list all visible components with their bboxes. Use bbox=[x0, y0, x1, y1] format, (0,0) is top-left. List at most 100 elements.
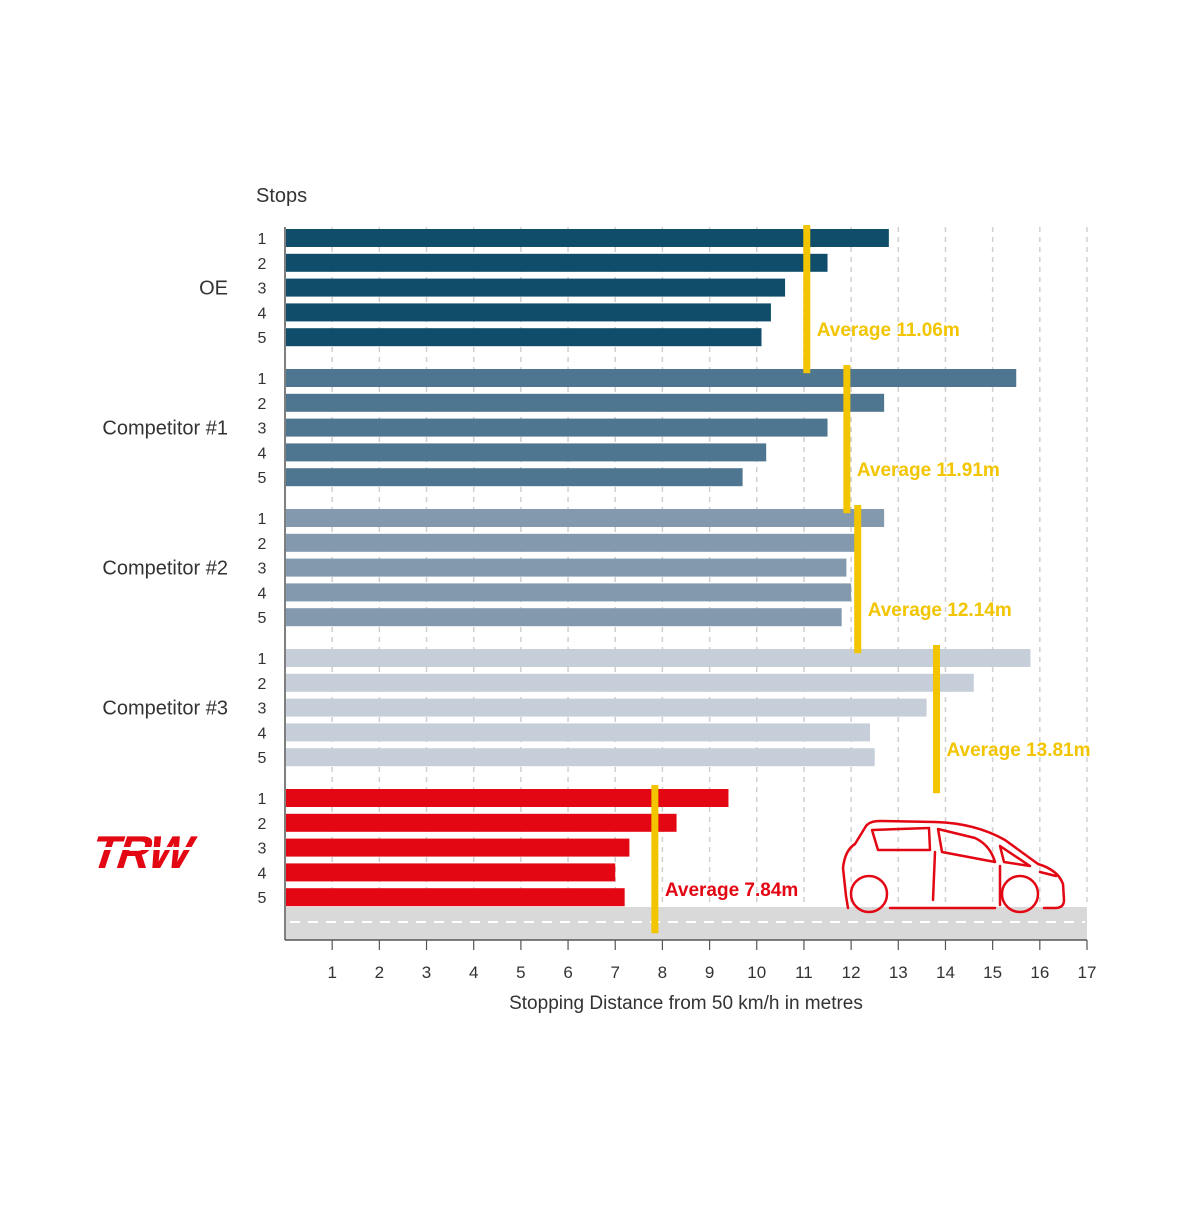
bar bbox=[286, 509, 885, 527]
bar bbox=[286, 558, 847, 577]
stop-label: 1 bbox=[258, 791, 267, 808]
stop-label: 2 bbox=[258, 396, 267, 413]
stop-label: 1 bbox=[258, 371, 267, 388]
average-label: Average 11.91m bbox=[857, 460, 1000, 481]
group-label: Competitor #1 bbox=[102, 418, 228, 440]
bar bbox=[286, 583, 852, 602]
labels: 1 2 3 4 5 OE Average 11.06m 1 2 3 4 5 Competitor #1 A… bbox=[102, 231, 1090, 907]
x-tick-label: 12 bbox=[842, 963, 861, 982]
x-tick-label: 13 bbox=[889, 963, 908, 982]
average-line bbox=[843, 365, 851, 514]
group-label: Competitor #3 bbox=[102, 698, 228, 720]
bar bbox=[286, 328, 762, 347]
x-tick-label: 4 bbox=[469, 963, 478, 982]
x-tick-label: 1 bbox=[327, 963, 336, 982]
stop-label: 5 bbox=[258, 890, 267, 907]
x-tick-label: 16 bbox=[1030, 963, 1049, 982]
x-tick-label: 15 bbox=[983, 963, 1002, 982]
car-body bbox=[841, 819, 1066, 910]
car-headlight bbox=[1038, 870, 1058, 878]
bar bbox=[286, 278, 786, 297]
bar bbox=[286, 863, 616, 882]
bar bbox=[286, 468, 743, 487]
bar bbox=[286, 673, 974, 692]
stop-label: 4 bbox=[258, 865, 267, 882]
bar bbox=[286, 813, 677, 832]
bar bbox=[286, 723, 870, 742]
bar bbox=[286, 369, 1017, 387]
bar bbox=[286, 443, 767, 462]
bar bbox=[286, 698, 927, 717]
trw-logo: TRW bbox=[84, 827, 223, 879]
car-wheel-rear bbox=[1000, 874, 1040, 914]
bar bbox=[286, 253, 828, 272]
road-surface bbox=[286, 907, 1087, 940]
stop-label: 4 bbox=[258, 725, 267, 742]
bar bbox=[286, 608, 842, 627]
stop-label: 5 bbox=[258, 470, 267, 487]
average-label: Average 7.84m bbox=[665, 880, 798, 901]
x-tick-label: 2 bbox=[375, 963, 384, 982]
stop-label: 3 bbox=[258, 281, 267, 298]
bar bbox=[286, 303, 771, 322]
bar bbox=[286, 838, 630, 857]
stop-label: 4 bbox=[258, 305, 267, 322]
stop-label: 2 bbox=[258, 536, 267, 553]
group-label: Competitor #2 bbox=[102, 558, 228, 580]
stop-label: 5 bbox=[258, 330, 267, 347]
stop-label: 1 bbox=[258, 651, 267, 668]
road-strip bbox=[286, 907, 1087, 940]
stop-label: 3 bbox=[258, 701, 267, 718]
stop-label: 5 bbox=[258, 750, 267, 767]
x-tick-label: 11 bbox=[795, 963, 813, 982]
x-tick-label: 3 bbox=[422, 963, 431, 982]
stop-label: 3 bbox=[258, 561, 267, 578]
average-label: Average 13.81m bbox=[947, 740, 1091, 761]
x-tick-label: 8 bbox=[658, 963, 667, 982]
x-axis-title: Stopping Distance from 50 km/h in metres bbox=[509, 993, 863, 1014]
stop-label: 3 bbox=[258, 841, 267, 858]
x-tick-label: 9 bbox=[705, 963, 714, 982]
average-label: Average 12.14m bbox=[868, 600, 1012, 621]
average-line bbox=[933, 645, 941, 794]
x-tick-label: 5 bbox=[516, 963, 525, 982]
stop-label: 2 bbox=[258, 676, 267, 693]
bar bbox=[286, 393, 885, 412]
stop-label: 1 bbox=[258, 511, 267, 528]
bar bbox=[286, 888, 625, 907]
car-icon bbox=[841, 819, 1066, 914]
car-wheel-front bbox=[849, 874, 889, 914]
x-axis: 1 2 3 4 5 6 7 8 9 10 11 12 13 14 15 16 17 bbox=[284, 227, 1097, 982]
stop-label: 2 bbox=[258, 816, 267, 833]
stop-label: 3 bbox=[258, 421, 267, 438]
bar bbox=[286, 533, 861, 552]
stop-label: 4 bbox=[258, 585, 267, 602]
stop-label: 4 bbox=[258, 445, 267, 462]
bar bbox=[286, 649, 1031, 667]
car-window-rear-quarter bbox=[998, 844, 1032, 868]
stop-label: 1 bbox=[258, 231, 267, 248]
average-line bbox=[803, 225, 811, 374]
average-label: Average 11.06m bbox=[817, 320, 960, 341]
bar bbox=[286, 418, 828, 437]
x-tick-label: 17 bbox=[1078, 963, 1097, 982]
bar bbox=[286, 229, 889, 247]
car-window-rear bbox=[936, 827, 997, 864]
trw-logo-text: TRW bbox=[84, 827, 201, 879]
bar bbox=[286, 789, 729, 807]
average-lines bbox=[651, 225, 941, 934]
x-tick-label: 10 bbox=[747, 963, 766, 982]
x-tick-label: 14 bbox=[936, 963, 955, 982]
bars bbox=[286, 229, 1031, 907]
x-tick-label: 7 bbox=[611, 963, 620, 982]
average-line bbox=[854, 505, 862, 654]
trw-logo-stripe bbox=[93, 847, 223, 850]
stop-label: 2 bbox=[258, 256, 267, 273]
car-door-line bbox=[931, 850, 937, 902]
group-label: OE bbox=[199, 278, 228, 300]
bar bbox=[286, 748, 875, 767]
stop-label: 5 bbox=[258, 610, 267, 627]
car-window-front bbox=[870, 826, 932, 852]
